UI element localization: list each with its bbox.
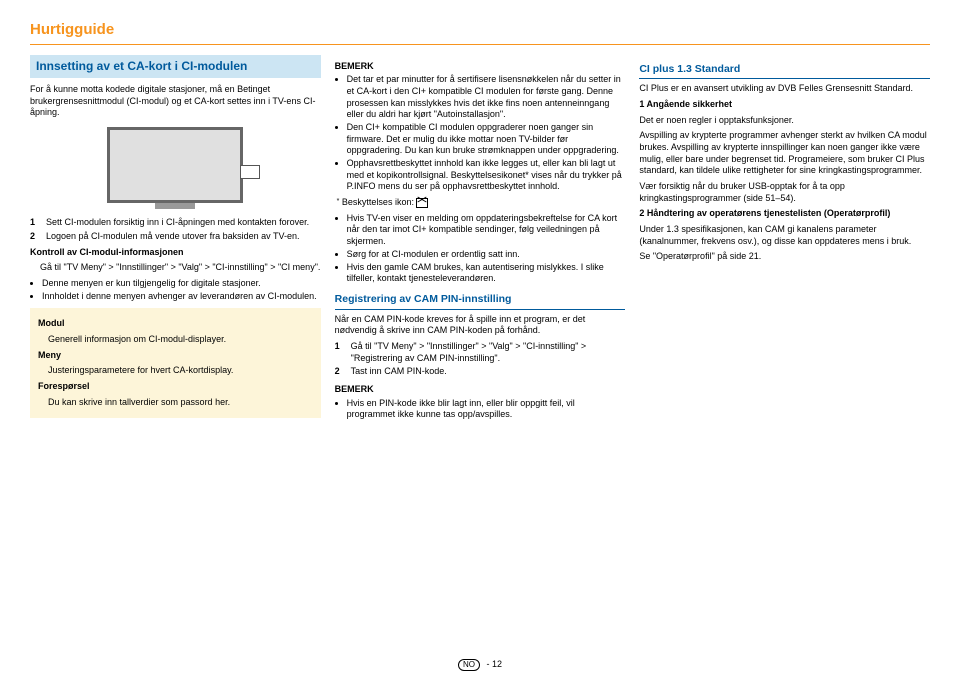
tv-diagram [100,127,250,209]
kontroll-bullet-1: Denne menyen er kun tilgjengelig for dig… [42,278,321,290]
bemerk2-bullet: Hvis en PIN-kode ikke blir lagt inn, ell… [347,398,626,421]
col3-p5: Under 1.3 spesifikasjonen, kan CAM gi ka… [639,224,930,247]
col3-p4: Vær forsiktig når du bruker USB-opptak f… [639,181,930,204]
bemerk-b7: Hvis den gamle CAM brukes, kan autentise… [347,262,626,285]
step-2-text: Logoen på CI-modulen må vende utover fra… [46,231,300,243]
footer-lang: NO [458,659,480,671]
kontroll-heading: Kontroll av CI-modul-informasjonen [30,247,321,259]
bemerk-b6: Sørg for at CI-modulen er ordentlig satt… [347,249,626,261]
col1-heading: Innsetting av et CA-kort i CI-modulen [30,55,321,79]
highlight-box: Modul Generell informasjon om CI-modul-d… [30,308,321,418]
modul-hd: Modul [38,318,313,330]
kontroll-bullet-2: Innholdet i denne menyen avhenger av lev… [42,291,321,303]
reg-heading: Registrering av CAM PIN-innstilling [335,293,626,310]
col3-h2: 2 Håndtering av operatørens tjenestelist… [639,208,930,220]
bemerk2-hd: BEMERK [335,384,626,396]
col3-h1: 1 Angående sikkerhet [639,99,930,111]
bemerk-b5: Hvis TV-en viser en melding om oppdateri… [347,213,626,248]
col1-intro: For å kunne motta kodede digitale stasjo… [30,84,321,119]
reg-intro: Når en CAM PIN-kode kreves for å spille … [335,314,626,337]
step-num-2: 2 [30,231,40,243]
fore-hd: Forespørsel [38,381,313,393]
column-2: BEMERK Det tar et par minutter for å ser… [335,55,626,426]
fore-text: Du kan skrive inn tallverdier som passor… [38,397,313,409]
bemerk-b2: Den CI+ kompatible CI modulen oppgradere… [347,122,626,157]
reg-num-2: 2 [335,366,345,378]
page-footer: NO - 12 [0,659,960,671]
shield-label: Beskyttelses ikon: [342,197,414,207]
col3-p2: Det er noen regler i opptaksfunksjoner. [639,115,930,127]
bemerk-b3: Opphavsrettbeskyttet innhold kan ikke le… [347,158,626,193]
col3-p6: Se "Operatørprofil" på side 21. [639,251,930,263]
column-3: CI plus 1.3 Standard CI Plus er en avans… [639,55,930,426]
reg-num-1: 1 [335,341,345,364]
footer-page-num: 12 [492,659,502,669]
modul-text: Generell informasjon om CI-modul-display… [38,334,313,346]
step-num-1: 1 [30,217,40,229]
column-1: Innsetting av et CA-kort i CI-modulen Fo… [30,55,321,426]
reg-s2: Tast inn CAM PIN-kode. [351,366,447,378]
col3-p3: Avspilling av krypterte programmer avhen… [639,130,930,177]
col3-heading: CI plus 1.3 Standard [639,63,930,80]
step-1-text: Sett CI-modulen forsiktig inn i CI-åpnin… [46,217,309,229]
bemerk-b1: Det tar et par minutter for å sertifiser… [347,74,626,121]
shield-icon [416,198,428,208]
bemerk-hd: BEMERK [335,61,626,73]
kontroll-path: Gå til "TV Meny" > "Innstillinger" > "Va… [30,262,321,274]
meny-text: Justeringsparametere for hvert CA-kortdi… [38,365,313,377]
reg-s1: Gå til "TV Meny" > "Innstillinger" > "Va… [351,341,626,364]
meny-hd: Meny [38,350,313,362]
page-title: Hurtigguide [30,20,930,45]
col3-p1: CI Plus er en avansert utvikling av DVB … [639,83,930,95]
